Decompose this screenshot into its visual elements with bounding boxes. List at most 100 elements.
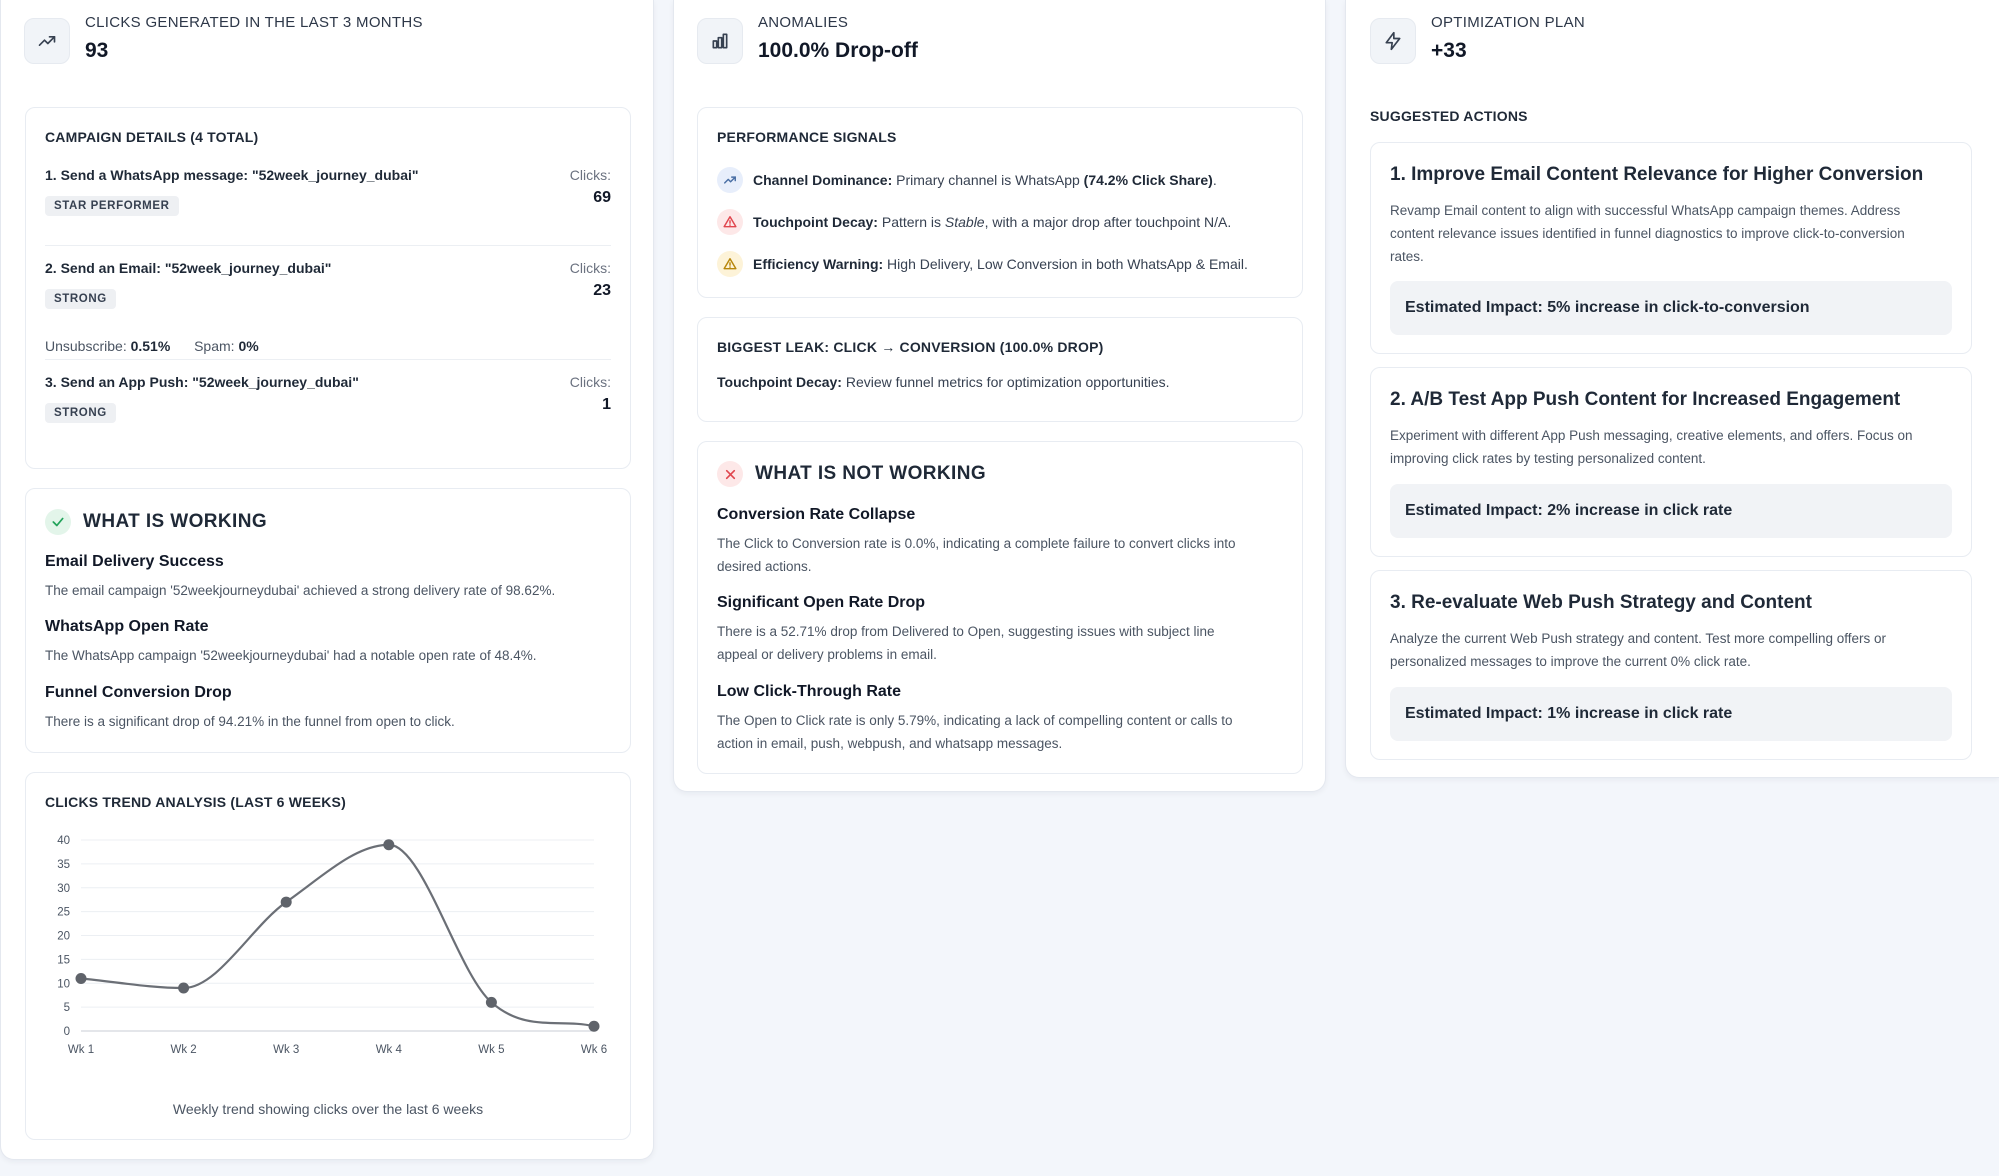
data-point: [588, 1020, 600, 1032]
issue-text-line: The Click to Conversion rate is 0.0%, in…: [717, 536, 1236, 551]
issue-text: The Click to Conversion rate is 0.0%, in…: [717, 532, 1235, 578]
anomalies-header: ANOMALIES 100.0% Drop-off: [697, 14, 918, 64]
y-tick-label: 35: [57, 859, 70, 871]
y-tick-label: 40: [57, 835, 70, 847]
working-item-text: The WhatsApp campaign '52weekjourneyduba…: [45, 648, 537, 663]
performance-badge: STRONG: [45, 289, 116, 309]
clicks-label: CLICKS GENERATED IN THE LAST 3 MONTHS: [85, 14, 423, 31]
clicks-trend-card: CLICKS TREND ANALYSIS (LAST 6 WEEKS) 0 5 1…: [25, 772, 631, 1140]
lightning-icon: [1370, 18, 1416, 64]
working-item-title: Email Delivery Success: [45, 553, 224, 570]
anomalies-column: ANOMALIES 100.0% Drop-off PERFORMANCE SI…: [673, 0, 1326, 792]
unsubscribe-value: 0.51%: [130, 338, 171, 354]
leak-detail: Review funnel metrics for optimization o…: [841, 374, 1170, 390]
campaign-details-title: CAMPAIGN DETAILS (4 TOTAL): [45, 129, 259, 145]
issue-title: Low Click-Through Rate: [717, 683, 901, 700]
issue-text-line: action in email, push, webpush, and what…: [717, 736, 1063, 751]
optimization-column: OPTIMIZATION PLAN +33 SUGGESTED ACTIONS …: [1345, 0, 1999, 778]
divider: [45, 359, 611, 360]
y-tick-label: 20: [57, 931, 70, 943]
x-tick-label: Wk 2: [170, 1044, 196, 1056]
what-is-not-working-card: WHAT IS NOT WORKING Conversion Rate Coll…: [697, 441, 1303, 774]
clicks-count: 1: [602, 396, 611, 413]
signal-detail: .: [1212, 172, 1217, 188]
campaign-metrics: Unsubscribe: 0.51% Spam: 0%: [45, 338, 259, 354]
chart-caption: Weekly trend showing clicks over the las…: [172, 1101, 484, 1117]
anomalies-label: ANOMALIES: [758, 14, 849, 31]
y-tick-label: 30: [57, 883, 70, 895]
alert-triangle-icon: [717, 209, 743, 235]
optimization-value: +33: [1431, 39, 1467, 62]
action-description: Analyze the current Web Push strategy an…: [1390, 627, 1952, 673]
signal-row: Efficiency Warning: High Delivery, Low C…: [717, 251, 1287, 277]
signal-highlight: Stable: [944, 214, 985, 230]
data-point: [280, 896, 292, 908]
clicks-value: 93: [85, 39, 109, 62]
close-icon: [717, 461, 743, 487]
estimated-impact: Estimated Impact: 1% increase in click r…: [1390, 687, 1952, 741]
campaign-title: 1. Send a WhatsApp message: "52week_jour…: [45, 167, 419, 183]
issue-text-line: The Open to Click rate is only 5.79%, in…: [717, 713, 1233, 728]
campaign-title: 3. Send an App Push: "52week_journey_dub…: [45, 374, 359, 390]
data-point: [485, 996, 497, 1008]
action-card[interactable]: 3. Re-evaluate Web Push Strategy and Con…: [1370, 570, 1972, 760]
issue-title: Conversion Rate Collapse: [717, 506, 916, 523]
anomalies-value: 100.0% Drop-off: [758, 39, 918, 62]
issue-text-line: There is a 52.71% drop from Delivered to…: [717, 624, 1215, 639]
issue-title: Significant Open Rate Drop: [717, 594, 926, 611]
chart-title: CLICKS TREND ANALYSIS (LAST 6 WEEKS): [45, 794, 346, 810]
signal-detail: Primary channel is WhatsApp: [892, 172, 1084, 188]
signal-detail: Pattern is: [877, 214, 945, 230]
working-item-text: There is a significant drop of 94.21% in…: [45, 714, 455, 729]
action-description: Revamp Email content to align with succe…: [1390, 199, 1952, 268]
signal-detail: High Delivery, Low Conversion in both Wh…: [883, 256, 1248, 272]
what-is-working-title: WHAT IS WORKING: [83, 511, 268, 532]
campaign-item[interactable]: 3. Send an App Push: "52week_journey_dub…: [45, 374, 611, 434]
biggest-leak-title: BIGGEST LEAK: CLICK → CONVERSION (100.0%…: [717, 339, 1104, 355]
action-description-line: personalized messages to improve the cur…: [1390, 654, 1751, 669]
clicks-count: 23: [593, 282, 611, 299]
clicks-label: Clicks:: [569, 374, 611, 390]
issue-text-line: appeal or delivery problems in email.: [717, 647, 937, 662]
action-title: 1. Improve Email Content Relevance for H…: [1390, 164, 1924, 185]
warning-triangle-icon: [717, 251, 743, 277]
signal-label: Efficiency Warning:: [753, 256, 884, 272]
clicks-label: Clicks:: [569, 167, 611, 183]
action-description-line: rates.: [1390, 249, 1424, 264]
issue-text: The Open to Click rate is only 5.79%, in…: [717, 709, 1233, 755]
action-description-line: Analyze the current Web Push strategy an…: [1390, 631, 1887, 646]
working-item-text: The email campaign '52weekjourneydubai' …: [45, 583, 556, 598]
y-tick-label: 15: [57, 954, 70, 966]
signal-highlight: (74.2% Click Share): [1083, 172, 1213, 188]
check-icon: [45, 509, 71, 535]
what-is-working-card: WHAT IS WORKING Email Delivery Success T…: [25, 488, 631, 753]
action-description-line: Experiment with different App Push messa…: [1390, 428, 1913, 443]
action-description-line: improving click rates by testing persona…: [1390, 451, 1706, 466]
optimization-header: OPTIMIZATION PLAN +33: [1370, 14, 1585, 64]
action-card[interactable]: 1. Improve Email Content Relevance for H…: [1370, 142, 1972, 354]
signal-row: Channel Dominance: Primary channel is Wh…: [717, 167, 1287, 193]
action-title: 2. A/B Test App Push Content for Increas…: [1390, 389, 1901, 410]
signal-text: Touchpoint Decay: Pattern is Stable, wit…: [753, 214, 1231, 230]
data-point: [383, 839, 395, 851]
performance-badge: STAR PERFORMER: [45, 196, 179, 216]
leak-label: Touchpoint Decay:: [717, 374, 842, 390]
action-title: 3. Re-evaluate Web Push Strategy and Con…: [1390, 592, 1812, 613]
action-card[interactable]: 2. A/B Test App Push Content for Increas…: [1370, 367, 1972, 557]
performance-signals-card: PERFORMANCE SIGNALS Channel Dominance: P…: [697, 107, 1303, 298]
y-tick-label: 25: [57, 907, 70, 919]
optimization-label: OPTIMIZATION PLAN: [1431, 14, 1586, 31]
y-tick-label: 0: [64, 1026, 70, 1038]
signal-text: Efficiency Warning: High Delivery, Low C…: [753, 256, 1248, 272]
clicks-column: CLICKS GENERATED IN THE LAST 3 MONTHS 93…: [0, 0, 654, 1160]
x-tick-label: Wk 6: [581, 1044, 607, 1056]
campaign-item[interactable]: 1. Send a WhatsApp message: "52week_jour…: [45, 167, 611, 227]
campaign-item[interactable]: 2. Send an Email: "52week_journey_dubai"…: [45, 260, 611, 360]
trending-up-icon: [717, 167, 743, 193]
y-tick-label: 5: [64, 1002, 70, 1014]
data-point: [178, 982, 190, 994]
bar-chart-icon: [697, 18, 743, 64]
trending-up-icon: [24, 18, 70, 64]
divider: [45, 245, 611, 246]
clicks-header: CLICKS GENERATED IN THE LAST 3 MONTHS 93: [24, 14, 423, 64]
